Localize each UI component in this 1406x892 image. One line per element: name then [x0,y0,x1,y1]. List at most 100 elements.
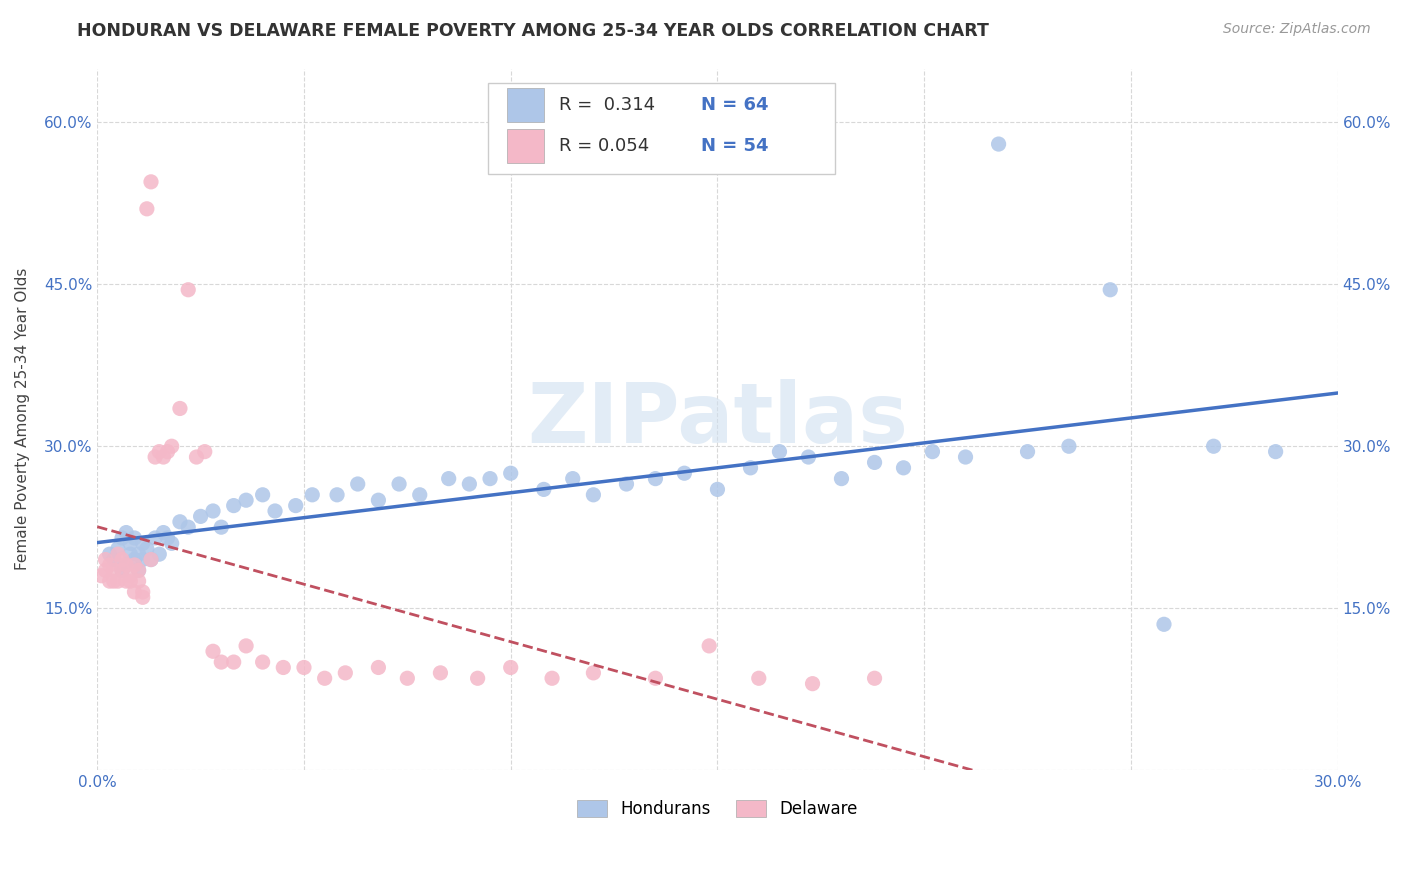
Point [748,671,770,685]
Point [499,660,522,674]
Point [111,552,134,566]
Point [128,563,150,577]
Point [768,444,790,458]
Point [326,488,349,502]
Point [467,671,489,685]
Point [202,644,225,658]
Point [152,450,174,464]
Point [152,525,174,540]
Point [533,483,555,497]
Legend: Hondurans, Delaware: Hondurans, Delaware [571,793,865,825]
Point [98,547,121,561]
Point [367,493,389,508]
Point [706,483,728,497]
Point [264,504,287,518]
Point [1202,439,1225,453]
Point [120,547,142,561]
Point [186,450,208,464]
Point [177,520,200,534]
FancyBboxPatch shape [506,88,544,122]
Point [209,520,232,534]
Point [409,488,432,502]
Point [396,671,419,685]
Point [921,444,943,458]
Point [209,655,232,669]
Point [120,568,142,582]
Point [132,585,155,599]
Text: R =  0.314: R = 0.314 [558,96,655,114]
Point [561,472,583,486]
Point [499,467,522,481]
Point [132,552,155,566]
Text: N = 64: N = 64 [702,96,769,114]
Point [582,488,605,502]
Point [367,660,389,674]
Point [1264,444,1286,458]
Point [301,488,323,502]
FancyBboxPatch shape [506,129,544,163]
Point [156,444,179,458]
Point [111,563,134,577]
Point [128,574,150,589]
Text: HONDURAN VS DELAWARE FEMALE POVERTY AMONG 25-34 YEAR OLDS CORRELATION CHART: HONDURAN VS DELAWARE FEMALE POVERTY AMON… [77,22,990,40]
Point [143,531,166,545]
Point [160,439,183,453]
Point [120,574,142,589]
Point [135,202,157,216]
Point [143,450,166,464]
Point [1099,283,1122,297]
Point [128,547,150,561]
Point [235,493,257,508]
Point [90,568,112,582]
Point [120,536,142,550]
Point [115,574,138,589]
Point [124,585,146,599]
FancyBboxPatch shape [488,83,835,174]
Point [115,525,138,540]
Point [94,552,117,566]
Point [1153,617,1175,632]
Point [314,671,336,685]
Text: R = 0.054: R = 0.054 [558,137,650,155]
Point [582,665,605,680]
Point [740,460,762,475]
Point [222,655,245,669]
Point [252,655,274,669]
Point [955,450,977,464]
Point [346,477,368,491]
Point [987,137,1010,152]
Point [107,574,129,589]
Point [139,552,162,566]
Point [124,558,146,572]
Point [98,574,121,589]
Point [801,676,824,690]
Text: Source: ZipAtlas.com: Source: ZipAtlas.com [1223,22,1371,37]
Point [292,660,315,674]
Point [335,665,357,680]
Point [156,531,179,545]
Point [103,563,125,577]
Point [1017,444,1039,458]
Point [115,558,138,572]
Point [830,472,852,486]
Point [235,639,257,653]
Point [169,515,191,529]
Point [541,671,564,685]
Point [644,671,666,685]
Point [202,504,225,518]
Point [148,444,170,458]
Text: N = 54: N = 54 [702,137,769,155]
Point [194,444,217,458]
Point [190,509,212,524]
Point [271,660,294,674]
Point [139,175,162,189]
Point [458,477,481,491]
Point [388,477,411,491]
Point [94,563,117,577]
Point [107,547,129,561]
Point [111,563,134,577]
Point [107,541,129,556]
Point [111,531,134,545]
Point [863,671,886,685]
Point [177,283,200,297]
